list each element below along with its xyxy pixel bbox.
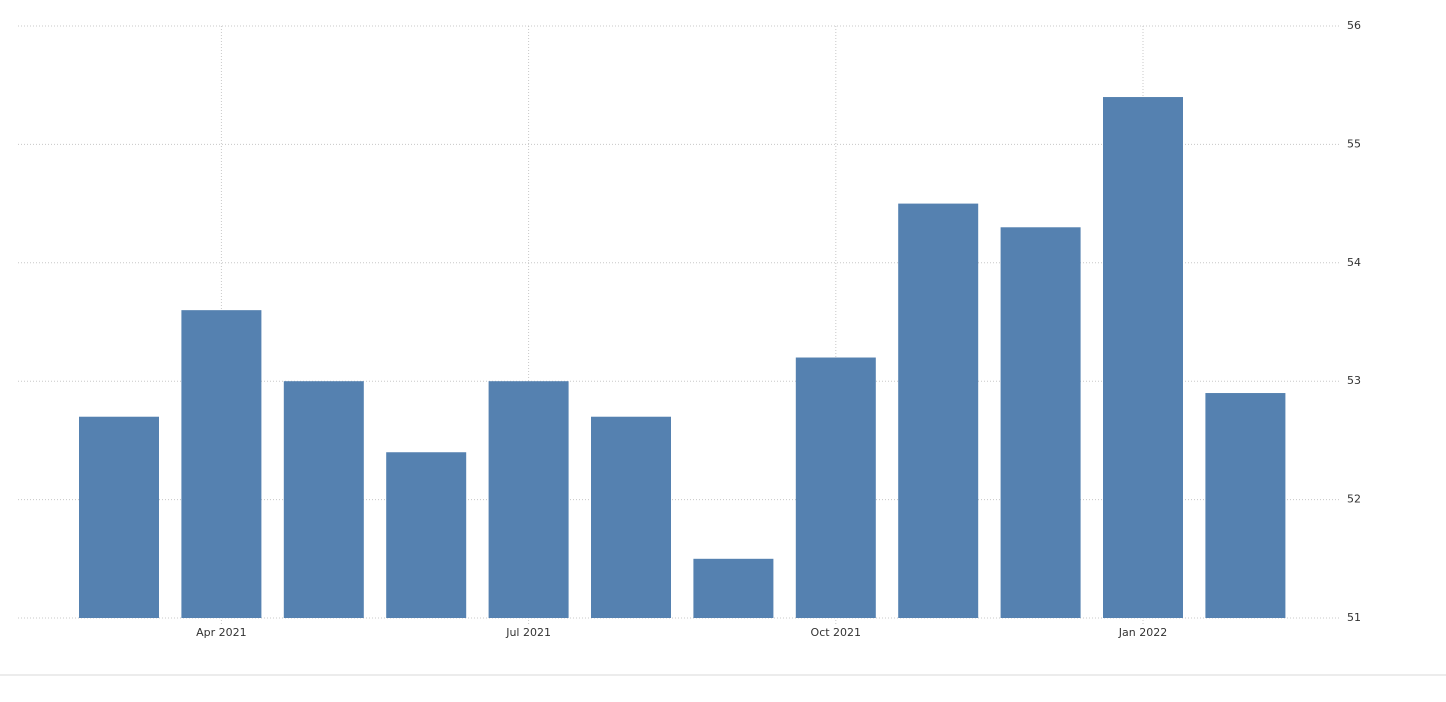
y-tick-label: 51 xyxy=(1347,611,1361,624)
bar xyxy=(181,310,262,618)
y-tick-label: 52 xyxy=(1347,493,1361,506)
bar xyxy=(795,357,876,618)
y-tick-label: 53 xyxy=(1347,374,1361,387)
bar xyxy=(386,452,467,618)
bar xyxy=(591,416,671,618)
y-tick-label: 55 xyxy=(1347,137,1361,150)
bar xyxy=(1000,227,1081,618)
x-tick-label: Oct 2021 xyxy=(811,626,862,639)
bar xyxy=(283,381,364,618)
bar xyxy=(1103,97,1183,619)
bar xyxy=(898,203,979,618)
y-tick-label: 56 xyxy=(1347,19,1361,32)
bar xyxy=(693,558,774,618)
x-tick-label: Jan 2022 xyxy=(1118,626,1167,639)
x-tick-label: Apr 2021 xyxy=(196,626,247,639)
bar xyxy=(79,416,159,618)
x-tick-label: Jul 2021 xyxy=(505,626,551,639)
bar xyxy=(1205,393,1286,618)
y-tick-label: 54 xyxy=(1347,256,1361,269)
bar xyxy=(488,381,569,618)
